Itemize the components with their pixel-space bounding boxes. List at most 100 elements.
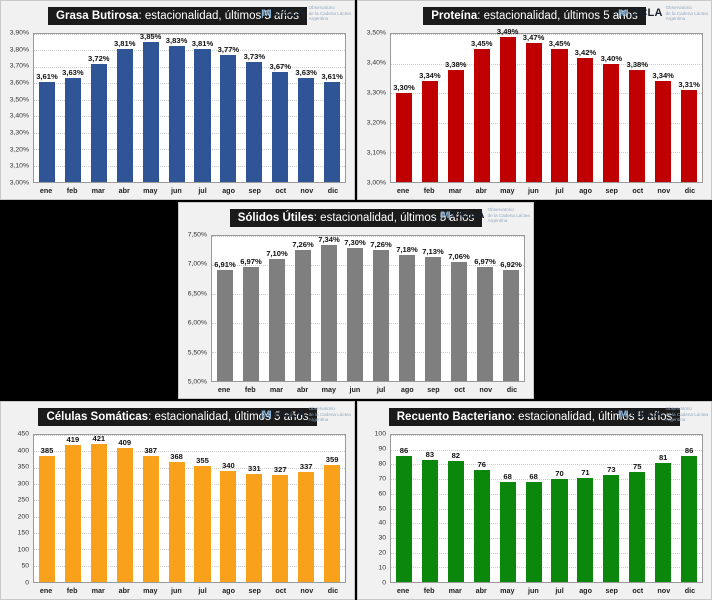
bar-value-label: 337 bbox=[299, 461, 313, 471]
ocla-tagline: Observatorio de la Cadena Láctea Argenti… bbox=[488, 207, 530, 224]
bar-may bbox=[142, 455, 159, 582]
bar-feb bbox=[421, 81, 438, 182]
bars: 6,91% 6,97% 7,10% 7,26% 7,34% 7,30% 7,26% 7,18%… bbox=[212, 235, 524, 381]
bar-group-jul: 7,26% bbox=[368, 236, 394, 381]
gridline bbox=[391, 464, 702, 466]
gridline bbox=[391, 479, 702, 481]
bar-group-may: 3,49% bbox=[495, 27, 521, 182]
bar-chart-solidos-utiles: 7,50% 7,00% 6,50% 6,00% 5,50% 5,00% 6,91% 6,97… bbox=[179, 230, 533, 398]
bar-jun bbox=[525, 482, 542, 582]
bar-group-feb: 83 bbox=[417, 435, 443, 582]
bar-group-abr: 3,45% bbox=[469, 34, 495, 182]
bar-group-oct: 75 bbox=[624, 435, 650, 582]
gridline bbox=[34, 149, 345, 151]
bar-ago bbox=[220, 470, 237, 582]
chart-title: Sólidos Útiles: estacionalidad, últimos … bbox=[229, 208, 483, 227]
x-axis-label: ene bbox=[396, 586, 410, 595]
bar-value-label: 68 bbox=[529, 472, 538, 482]
y-tick-label: 30 bbox=[378, 534, 386, 542]
y-tick-label: 3,70% bbox=[9, 62, 29, 70]
x-axis-label: ago bbox=[579, 586, 592, 595]
x-axis-label: feb bbox=[423, 586, 435, 595]
bar-group-sep: 7,13% bbox=[420, 236, 446, 381]
x-axis-label: abr bbox=[118, 586, 130, 595]
x-axis-label: dic bbox=[327, 586, 339, 595]
bar-group-jun: 68 bbox=[521, 435, 547, 582]
ocla-brand: OCLA bbox=[273, 408, 306, 421]
bar-value-label: 421 bbox=[92, 434, 106, 444]
bar-ago bbox=[398, 254, 416, 381]
bar-value-label: 3,72% bbox=[88, 53, 110, 63]
y-tick-label: 7,50% bbox=[187, 231, 207, 239]
y-tick-label: 450 bbox=[17, 430, 29, 438]
y-tick-label: 6,50% bbox=[187, 290, 207, 298]
bar-group-ago: 340 bbox=[215, 435, 241, 582]
bars: 3,30% 3,34% 3,38% 3,45% 3,49% 3,47% 3,45% 3,42%… bbox=[391, 27, 702, 182]
gridline bbox=[34, 165, 345, 167]
gridline bbox=[34, 565, 345, 567]
bar-jun bbox=[525, 42, 542, 182]
x-axis-label: ago bbox=[222, 586, 235, 595]
bar-value-label: 355 bbox=[196, 456, 209, 466]
y-tick-label: 3,10% bbox=[9, 162, 29, 170]
bar-feb bbox=[421, 460, 438, 582]
chart-title-bold: Recuento Bacteriano bbox=[396, 410, 512, 423]
bar-value-label: 3,47% bbox=[522, 32, 545, 42]
bar-value-label: 7,26% bbox=[292, 239, 314, 249]
x-axis-label: mar bbox=[269, 385, 284, 394]
bar-oct bbox=[272, 71, 289, 182]
ocla-tagline-line: Observatorio bbox=[308, 406, 335, 411]
gridline bbox=[34, 50, 345, 52]
y-tick-label: 3,20% bbox=[9, 146, 29, 154]
y-tick-label: 5,00% bbox=[187, 378, 207, 386]
ocla-brand: OCLA bbox=[630, 408, 663, 421]
ocla-tagline-line: de la Cadena Láctea bbox=[665, 411, 708, 417]
x-axis-label: ago bbox=[222, 186, 235, 195]
bar-value-label: 7,34% bbox=[318, 235, 340, 245]
y-tick-label: 300 bbox=[17, 480, 29, 488]
bar-mar bbox=[90, 444, 107, 582]
gridline bbox=[391, 537, 702, 539]
bar-may bbox=[320, 245, 338, 381]
bar-group-mar: 421 bbox=[86, 434, 112, 582]
bar-mar bbox=[268, 259, 286, 381]
x-axis-label: oct bbox=[275, 586, 287, 595]
bar-value-label: 3,67% bbox=[269, 61, 292, 71]
bar-value-label: 73 bbox=[607, 464, 616, 474]
bar-group-oct: 3,67% bbox=[267, 34, 293, 182]
gridline bbox=[391, 63, 702, 65]
bar-group-may: 68 bbox=[495, 435, 521, 582]
x-axis-label: dic bbox=[684, 586, 696, 595]
bar-group-ago: 3,42% bbox=[572, 34, 598, 182]
bar-nov bbox=[655, 462, 672, 582]
y-tick-label: 3,30% bbox=[9, 129, 29, 137]
bar-value-label: 385 bbox=[40, 446, 54, 456]
x-axis-label: feb bbox=[244, 385, 256, 394]
panel-header: Células Somáticas: estacionalidad, últim… bbox=[1, 402, 354, 429]
ocla-tagline-line: Argentina bbox=[487, 218, 508, 223]
gridline bbox=[212, 236, 524, 237]
bar-jun bbox=[346, 247, 364, 381]
x-axis-label: mar bbox=[91, 586, 105, 595]
x-axis-label: may bbox=[500, 586, 515, 595]
ocla-tagline-line: Argentina bbox=[308, 16, 329, 21]
chart-title-bold: Sólidos Útiles bbox=[237, 211, 314, 224]
gridline bbox=[391, 493, 702, 495]
bar-value-label: 419 bbox=[66, 435, 80, 445]
plot-area: 3,30% 3,34% 3,38% 3,45% 3,49% 3,47% 3,45% 3,42%… bbox=[390, 27, 703, 183]
bar-group-ago: 71 bbox=[572, 435, 598, 582]
bar-nov bbox=[298, 471, 315, 582]
bar-sep bbox=[603, 474, 620, 582]
bar-value-label: 3,45% bbox=[548, 38, 571, 48]
x-axis-label: jun bbox=[528, 186, 539, 195]
bar-group-ene: 3,30% bbox=[391, 34, 417, 182]
gridline bbox=[212, 294, 524, 295]
x-axis-label: jun bbox=[171, 586, 182, 595]
bar-value-label: 75 bbox=[633, 461, 642, 471]
ocla-tagline-line: de la Cadena Láctea bbox=[308, 411, 351, 417]
x-axis-label: nov bbox=[300, 186, 314, 195]
gridline bbox=[391, 34, 702, 35]
panel-header: Proteína: estacionalidad, últimos 5 años… bbox=[358, 1, 711, 28]
bar-jul bbox=[194, 466, 211, 582]
x-axis-label: nov bbox=[657, 586, 671, 595]
